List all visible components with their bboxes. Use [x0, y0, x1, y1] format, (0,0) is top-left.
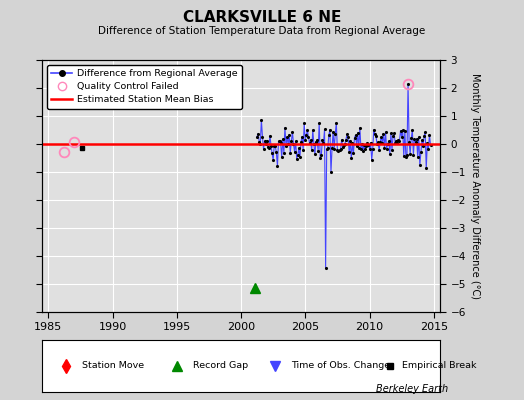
Text: Berkeley Earth: Berkeley Earth [376, 384, 448, 394]
Legend: Difference from Regional Average, Quality Control Failed, Estimated Station Mean: Difference from Regional Average, Qualit… [47, 65, 242, 109]
Text: Difference of Station Temperature Data from Regional Average: Difference of Station Temperature Data f… [99, 26, 425, 36]
Text: Time of Obs. Change: Time of Obs. Change [291, 362, 390, 370]
Y-axis label: Monthly Temperature Anomaly Difference (°C): Monthly Temperature Anomaly Difference (… [470, 73, 480, 299]
Text: Station Move: Station Move [82, 362, 144, 370]
Text: Empirical Break: Empirical Break [402, 362, 477, 370]
Text: Record Gap: Record Gap [193, 362, 248, 370]
Text: CLARKSVILLE 6 NE: CLARKSVILLE 6 NE [183, 10, 341, 25]
